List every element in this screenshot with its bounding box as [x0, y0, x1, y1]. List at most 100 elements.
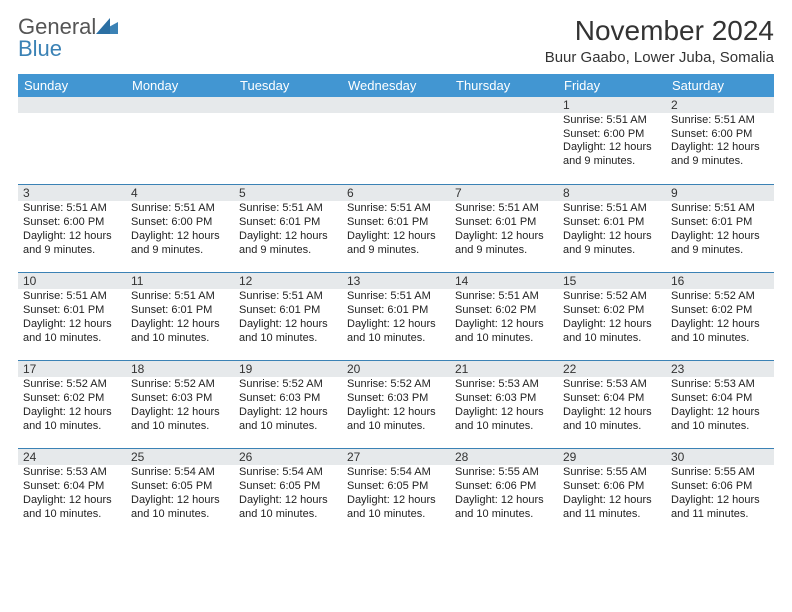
calendar-day-cell: 29Sunrise: 5:55 AMSunset: 6:06 PMDayligh… [558, 449, 666, 537]
day-info: Sunrise: 5:53 AMSunset: 6:04 PMDaylight:… [563, 378, 661, 433]
calendar-day-cell: 3Sunrise: 5:51 AMSunset: 6:00 PMDaylight… [18, 185, 126, 273]
day-info: Sunrise: 5:52 AMSunset: 6:02 PMDaylight:… [23, 378, 121, 433]
day-number: 3 [18, 185, 126, 201]
day-info: Sunrise: 5:51 AMSunset: 6:00 PMDaylight:… [563, 114, 661, 169]
day-info [347, 114, 445, 164]
calendar-day-cell: 6Sunrise: 5:51 AMSunset: 6:01 PMDaylight… [342, 185, 450, 273]
day-number: 1 [558, 97, 666, 113]
page-title: November 2024 [545, 16, 774, 47]
calendar-week-row: 24Sunrise: 5:53 AMSunset: 6:04 PMDayligh… [18, 449, 774, 537]
day-number: 12 [234, 273, 342, 289]
day-number: 4 [126, 185, 234, 201]
weekday-header: Monday [126, 74, 234, 97]
day-number [18, 97, 126, 113]
calendar-day-cell: 21Sunrise: 5:53 AMSunset: 6:03 PMDayligh… [450, 361, 558, 449]
calendar-day-cell: 13Sunrise: 5:51 AMSunset: 6:01 PMDayligh… [342, 273, 450, 361]
calendar-day-cell: 8Sunrise: 5:51 AMSunset: 6:01 PMDaylight… [558, 185, 666, 273]
calendar-day-cell [126, 97, 234, 185]
day-number [234, 97, 342, 113]
weekday-header: Thursday [450, 74, 558, 97]
day-info: Sunrise: 5:51 AMSunset: 6:01 PMDaylight:… [347, 290, 445, 345]
day-number: 19 [234, 361, 342, 377]
brand-logo: General Blue [18, 16, 118, 60]
day-info: Sunrise: 5:51 AMSunset: 6:00 PMDaylight:… [671, 114, 769, 169]
calendar-day-cell: 16Sunrise: 5:52 AMSunset: 6:02 PMDayligh… [666, 273, 774, 361]
day-info: Sunrise: 5:51 AMSunset: 6:01 PMDaylight:… [239, 202, 337, 257]
day-info [23, 114, 121, 164]
day-info: Sunrise: 5:54 AMSunset: 6:05 PMDaylight:… [239, 466, 337, 521]
calendar-day-cell: 17Sunrise: 5:52 AMSunset: 6:02 PMDayligh… [18, 361, 126, 449]
day-number: 23 [666, 361, 774, 377]
weekday-header-row: Sunday Monday Tuesday Wednesday Thursday… [18, 74, 774, 97]
day-info: Sunrise: 5:55 AMSunset: 6:06 PMDaylight:… [455, 466, 553, 521]
calendar-day-cell: 5Sunrise: 5:51 AMSunset: 6:01 PMDaylight… [234, 185, 342, 273]
calendar-day-cell: 27Sunrise: 5:54 AMSunset: 6:05 PMDayligh… [342, 449, 450, 537]
day-number: 28 [450, 449, 558, 465]
day-info: Sunrise: 5:51 AMSunset: 6:02 PMDaylight:… [455, 290, 553, 345]
header: General Blue November 2024 Buur Gaabo, L… [18, 16, 774, 66]
day-info: Sunrise: 5:51 AMSunset: 6:01 PMDaylight:… [131, 290, 229, 345]
weekday-header: Saturday [666, 74, 774, 97]
day-number: 27 [342, 449, 450, 465]
calendar-week-row: 17Sunrise: 5:52 AMSunset: 6:02 PMDayligh… [18, 361, 774, 449]
day-number: 8 [558, 185, 666, 201]
day-number: 18 [126, 361, 234, 377]
day-number: 7 [450, 185, 558, 201]
day-number: 2 [666, 97, 774, 113]
day-info: Sunrise: 5:55 AMSunset: 6:06 PMDaylight:… [563, 466, 661, 521]
calendar-day-cell: 12Sunrise: 5:51 AMSunset: 6:01 PMDayligh… [234, 273, 342, 361]
day-info: Sunrise: 5:53 AMSunset: 6:03 PMDaylight:… [455, 378, 553, 433]
day-number: 26 [234, 449, 342, 465]
day-number: 22 [558, 361, 666, 377]
day-info [455, 114, 553, 164]
day-info: Sunrise: 5:51 AMSunset: 6:01 PMDaylight:… [671, 202, 769, 257]
calendar-week-row: 3 Sunrise: 5:51 AMSunset: 6:00 PMDaylight… [18, 185, 774, 273]
day-info: Sunrise: 5:51 AMSunset: 6:01 PMDaylight:… [563, 202, 661, 257]
brand-blue: Blue [18, 36, 62, 61]
day-number [450, 97, 558, 113]
day-info: Sunrise: 5:53 AMSunset: 6:04 PMDaylight:… [23, 466, 121, 521]
calendar-day-cell: 22Sunrise: 5:53 AMSunset: 6:04 PMDayligh… [558, 361, 666, 449]
calendar-day-cell: 30Sunrise: 5:55 AMSunset: 6:06 PMDayligh… [666, 449, 774, 537]
day-info: Sunrise: 5:54 AMSunset: 6:05 PMDaylight:… [347, 466, 445, 521]
day-info: Sunrise: 5:51 AMSunset: 6:01 PMDaylight:… [239, 290, 337, 345]
day-info: Sunrise: 5:52 AMSunset: 6:03 PMDaylight:… [131, 378, 229, 433]
calendar-day-cell: 11Sunrise: 5:51 AMSunset: 6:01 PMDayligh… [126, 273, 234, 361]
title-block: November 2024 Buur Gaabo, Lower Juba, So… [545, 16, 774, 66]
calendar-day-cell [18, 97, 126, 185]
calendar-day-cell: 20Sunrise: 5:52 AMSunset: 6:03 PMDayligh… [342, 361, 450, 449]
day-number: 30 [666, 449, 774, 465]
calendar-day-cell [450, 97, 558, 185]
day-info: Sunrise: 5:51 AMSunset: 6:00 PMDaylight:… [131, 202, 229, 257]
day-info: Sunrise: 5:51 AMSunset: 6:01 PMDaylight:… [23, 290, 121, 345]
calendar-day-cell: 26Sunrise: 5:54 AMSunset: 6:05 PMDayligh… [234, 449, 342, 537]
day-number: 16 [666, 273, 774, 289]
weekday-header: Sunday [18, 74, 126, 97]
calendar-day-cell: 14Sunrise: 5:51 AMSunset: 6:02 PMDayligh… [450, 273, 558, 361]
day-info: Sunrise: 5:52 AMSunset: 6:03 PMDaylight:… [347, 378, 445, 433]
calendar-day-cell: 19Sunrise: 5:52 AMSunset: 6:03 PMDayligh… [234, 361, 342, 449]
day-info: Sunrise: 5:53 AMSunset: 6:04 PMDaylight:… [671, 378, 769, 433]
calendar-day-cell: 10Sunrise: 5:51 AMSunset: 6:01 PMDayligh… [18, 273, 126, 361]
day-number: 13 [342, 273, 450, 289]
calendar-day-cell: 18Sunrise: 5:52 AMSunset: 6:03 PMDayligh… [126, 361, 234, 449]
day-info: Sunrise: 5:52 AMSunset: 6:03 PMDaylight:… [239, 378, 337, 433]
day-number: 17 [18, 361, 126, 377]
calendar-week-row: 1Sunrise: 5:51 AMSunset: 6:00 PMDaylight… [18, 97, 774, 185]
day-number: 5 [234, 185, 342, 201]
calendar-day-cell: 1Sunrise: 5:51 AMSunset: 6:00 PMDaylight… [558, 97, 666, 185]
calendar-table: Sunday Monday Tuesday Wednesday Thursday… [18, 74, 774, 537]
calendar-day-cell: 15Sunrise: 5:52 AMSunset: 6:02 PMDayligh… [558, 273, 666, 361]
day-number: 10 [18, 273, 126, 289]
day-number [126, 97, 234, 113]
calendar-day-cell: 23Sunrise: 5:53 AMSunset: 6:04 PMDayligh… [666, 361, 774, 449]
day-info: Sunrise: 5:54 AMSunset: 6:05 PMDaylight:… [131, 466, 229, 521]
weekday-header: Tuesday [234, 74, 342, 97]
day-number: 6 [342, 185, 450, 201]
calendar-day-cell: 25Sunrise: 5:54 AMSunset: 6:05 PMDayligh… [126, 449, 234, 537]
calendar-day-cell [342, 97, 450, 185]
day-info: Sunrise: 5:52 AMSunset: 6:02 PMDaylight:… [671, 290, 769, 345]
day-number: 14 [450, 273, 558, 289]
day-info: Sunrise: 5:55 AMSunset: 6:06 PMDaylight:… [671, 466, 769, 521]
day-info [239, 114, 337, 164]
